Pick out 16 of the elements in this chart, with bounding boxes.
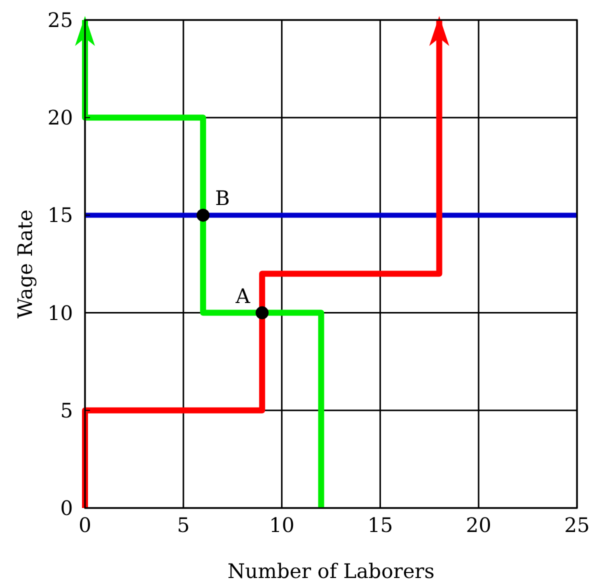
y-tick-label: 15 [48,203,73,228]
x-tick-label: 15 [367,513,393,537]
y-tick-label: 10 [48,300,73,325]
y-axis-title: Wage Rate [13,209,37,319]
x-tick-label: 20 [466,513,492,537]
y-tick-label: 0 [60,496,73,520]
y-tick-label: 20 [48,106,73,130]
x-tick-label: 0 [78,513,92,537]
x-axis-title: Number of Laborers [228,559,434,582]
y-tick-label: 25 [48,8,73,32]
y-tick-label: 5 [60,398,73,422]
x-tick-label: 10 [269,513,295,537]
annotation: A [234,284,251,308]
x-tick-label: 5 [177,513,190,537]
x-tick-label: 25 [564,513,590,537]
annotation: B [215,186,230,210]
